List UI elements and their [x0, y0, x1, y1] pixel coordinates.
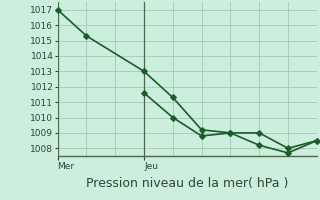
X-axis label: Pression niveau de la mer( hPa ): Pression niveau de la mer( hPa ) — [86, 178, 288, 190]
